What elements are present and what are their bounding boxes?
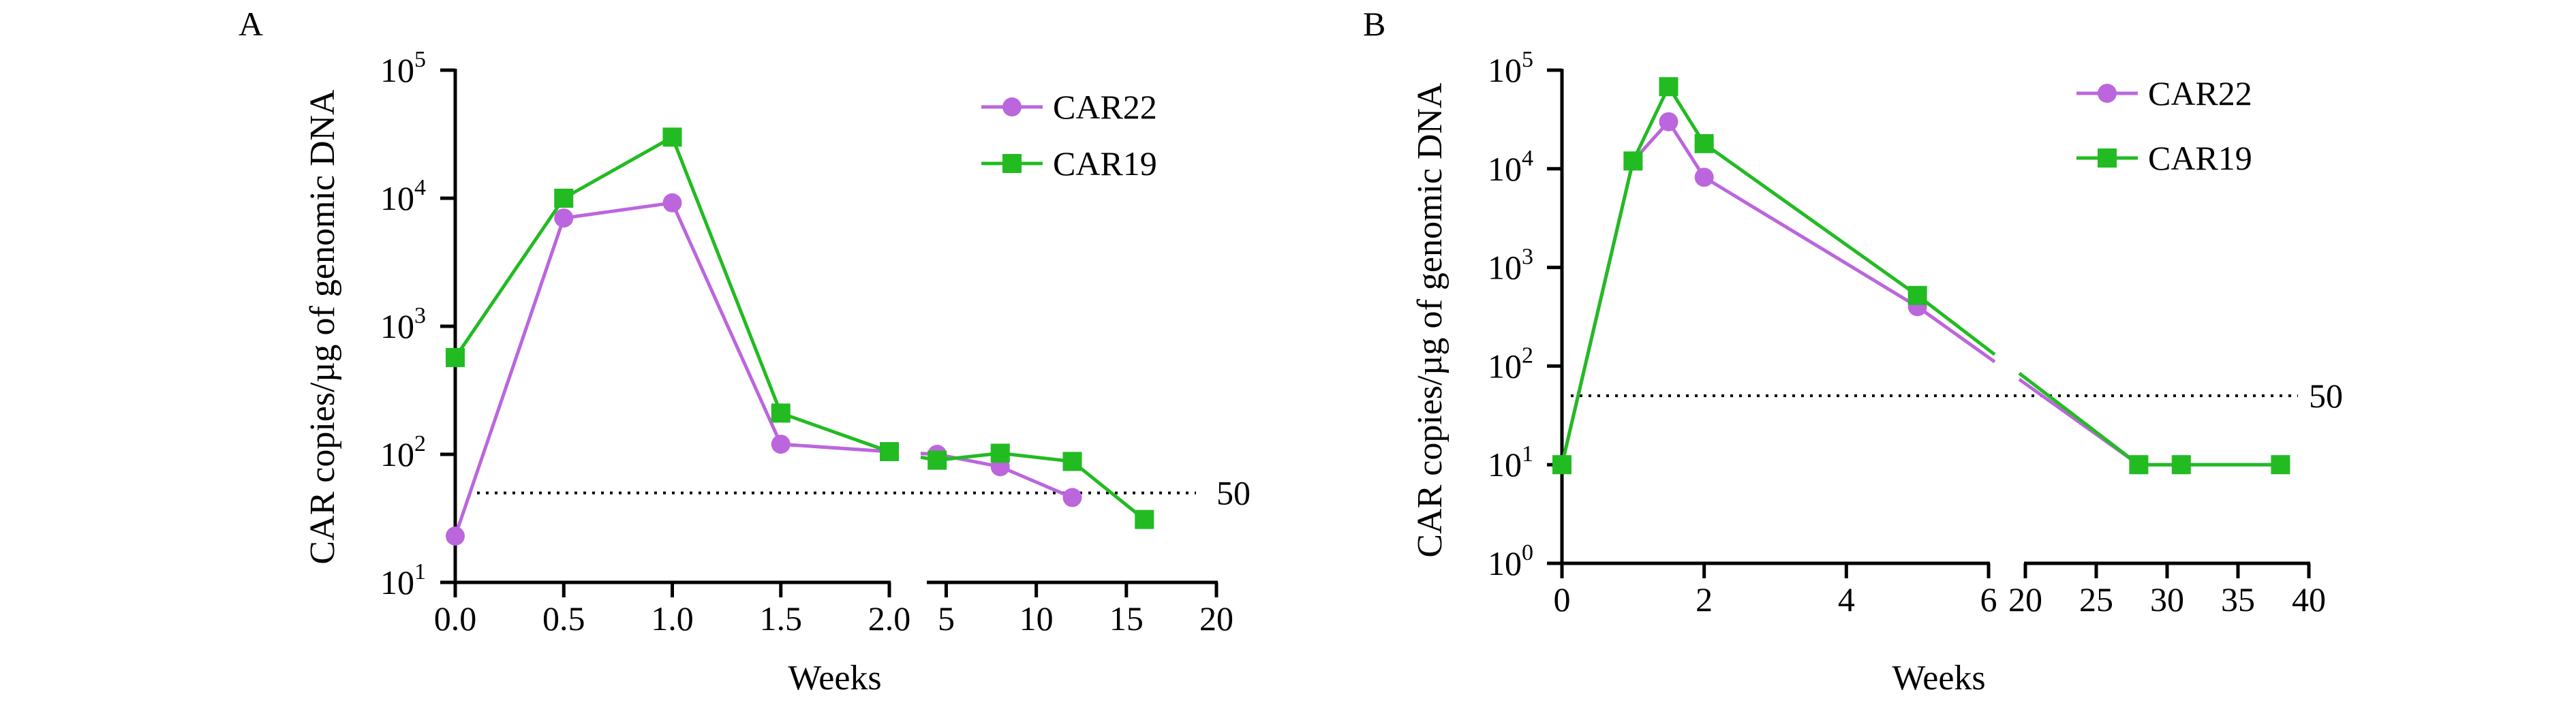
data-point <box>446 347 465 367</box>
series-line <box>453 197 566 359</box>
series-line <box>1560 160 1635 465</box>
legend-marker <box>2098 84 2117 103</box>
y-tick-label: 102 <box>380 431 426 473</box>
legend-label: CAR19 <box>2148 139 2252 177</box>
series-line <box>1071 460 1146 521</box>
series-line <box>1631 86 1670 162</box>
x-tick-label: 40 <box>2292 580 2326 618</box>
data-point <box>2171 455 2191 475</box>
data-point <box>554 208 574 228</box>
x-tick-label: 25 <box>2079 580 2113 618</box>
data-point <box>1062 488 1082 507</box>
series-car19 <box>446 127 1154 529</box>
legend-item-car19: CAR19 <box>981 144 1157 183</box>
data-point <box>1659 77 1678 97</box>
series-line <box>999 465 1073 499</box>
data-point <box>446 526 465 546</box>
series-line <box>563 136 673 200</box>
x-tick-label: 15 <box>1109 599 1144 638</box>
x-tick-label: 10 <box>1019 599 1054 638</box>
data-point <box>1694 168 1714 187</box>
series-line <box>1703 176 1918 309</box>
legend-item-car22: CAR22 <box>981 88 1157 126</box>
data-point <box>1694 134 1714 153</box>
series-line <box>1916 294 1996 356</box>
y-axis-title: CAR copies/µg of genomic DNA <box>303 89 342 565</box>
data-point <box>990 443 1010 463</box>
threshold-label: 50 <box>2309 377 2343 415</box>
x-tick-label: 6 <box>1980 580 1997 618</box>
data-point <box>880 442 899 462</box>
x-tick-label: 0 <box>1554 580 1571 618</box>
y-tick-label: 102 <box>1488 343 1533 385</box>
x-tick-label: 30 <box>2150 580 2184 618</box>
data-point <box>2271 455 2290 475</box>
y-tick-label: 105 <box>380 47 426 89</box>
data-point <box>927 450 947 470</box>
x-tick-label: 20 <box>1199 599 1233 638</box>
series-car19 <box>1552 77 2290 475</box>
y-tick-label: 103 <box>1488 245 1533 287</box>
y-tick-label: 103 <box>380 303 426 345</box>
data-point <box>771 435 791 454</box>
y-tick-label: 101 <box>1488 441 1533 484</box>
series-line <box>453 217 566 537</box>
legend-label: CAR22 <box>2148 74 2252 112</box>
y-tick-label: 104 <box>380 175 426 217</box>
series-line <box>936 451 1001 463</box>
legend-label: CAR19 <box>1053 144 1157 183</box>
panel-b: B 100 101 102 103 104 105 0 2 4 6 20 25 30 35 40 CAR cop… <box>1363 5 2343 698</box>
x-tick-label: 1.5 <box>760 599 803 638</box>
series-line <box>671 136 783 414</box>
panel-label: A <box>239 5 263 43</box>
data-point <box>662 127 682 147</box>
series-line <box>780 442 890 454</box>
data-point <box>1659 112 1678 131</box>
x-tick-label: 1.0 <box>651 599 694 638</box>
x-tick-label: 2.0 <box>868 599 911 638</box>
panel-a: A 101 102 103 104 105 0.0 0.5 1.0 1.5 2.0 5 10 15 20 CA… <box>239 5 1251 698</box>
x-tick-label: 0.5 <box>542 599 585 638</box>
y-tick-label: 100 <box>1488 540 1533 582</box>
series-line <box>563 201 673 220</box>
series-line <box>671 202 783 445</box>
legend-label: CAR22 <box>1053 88 1157 126</box>
data-point <box>1623 151 1643 171</box>
data-point <box>662 193 682 213</box>
panel-label: B <box>1363 5 1385 43</box>
data-point <box>1552 455 1571 475</box>
legend-marker <box>1002 154 1022 173</box>
series-line <box>1916 305 1996 364</box>
data-point <box>1062 452 1082 471</box>
x-axis-title: Weeks <box>788 659 881 698</box>
x-tick-label: 35 <box>2221 580 2255 618</box>
y-tick-label: 101 <box>380 559 426 601</box>
threshold-label: 50 <box>1216 474 1251 512</box>
y-axis-title: CAR copies/µg of genomic DNA <box>1411 82 1450 558</box>
legend-marker <box>2098 148 2117 168</box>
series-line <box>780 411 890 454</box>
legend-item-car19: CAR19 <box>2076 139 2252 177</box>
data-point <box>1135 510 1154 529</box>
x-tick-label: 4 <box>1838 580 1855 618</box>
x-tick-label: 20 <box>2008 580 2042 618</box>
x-tick-label: 5 <box>938 599 955 638</box>
series-line <box>2018 372 2140 467</box>
series-line <box>936 452 1001 469</box>
series-line <box>1000 451 1073 463</box>
series-line <box>1667 121 1706 178</box>
data-point <box>771 403 791 423</box>
x-axis-title: Weeks <box>1892 659 1985 698</box>
data-point <box>2129 455 2149 475</box>
series-line <box>1703 142 1919 297</box>
legend-marker <box>1002 97 1022 116</box>
x-tick-label: 2 <box>1696 580 1713 618</box>
data-point <box>554 189 574 208</box>
x-tick-label: 0.0 <box>434 599 477 638</box>
legend-item-car22: CAR22 <box>2076 74 2252 112</box>
y-tick-label: 105 <box>1488 47 1533 89</box>
data-point <box>1907 285 1927 305</box>
y-tick-label: 104 <box>1488 146 1533 188</box>
